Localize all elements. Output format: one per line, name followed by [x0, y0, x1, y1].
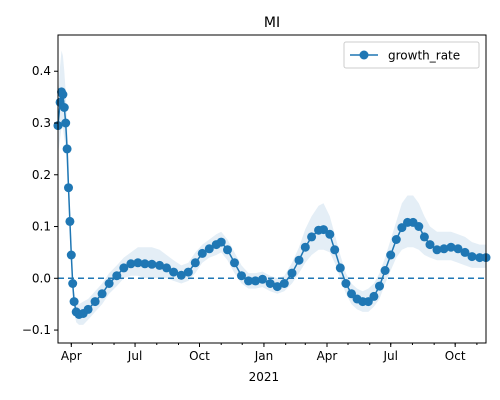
plot-area [53, 50, 491, 325]
y-tick-label: 0.3 [32, 116, 51, 130]
x-tick-label: Apr [61, 349, 82, 363]
growth-rate-point [162, 263, 172, 273]
growth-rate-point [147, 259, 157, 269]
growth-rate-point [69, 297, 79, 307]
growth-rate-point [319, 225, 328, 235]
y-tick-label: 0.0 [32, 271, 51, 285]
growth-rate-point [453, 244, 463, 254]
y-tick-label: −0.1 [22, 323, 51, 337]
growth-rate-point [190, 258, 200, 268]
confidence-band [58, 50, 486, 325]
growth-rate-point [83, 304, 93, 314]
growth-rate-point [59, 103, 69, 112]
legend-box [343, 41, 480, 69]
growth-rate-point [391, 235, 401, 244]
x-tick-label: Oct [189, 349, 210, 363]
growth-rate-point [251, 276, 260, 286]
growth-rate-point [58, 90, 68, 99]
x-axis: Apr Jul Oct Jan 2021 Apr Jul Oct [61, 343, 478, 384]
growth-rate-point [61, 118, 71, 128]
growth-rate-point [230, 258, 239, 268]
growth-rate-point [258, 274, 267, 284]
x-year-label: 2021 [249, 370, 280, 384]
growth-rate-point [419, 232, 429, 242]
growth-rate-point [104, 279, 114, 288]
y-tick-label: 0.1 [32, 220, 51, 234]
growth-rate-point [265, 279, 275, 288]
growth-rate-point [62, 144, 72, 154]
growth-rate-point [119, 263, 129, 273]
growth-rate-point [467, 252, 477, 262]
growth-rate-point [155, 260, 165, 270]
legend: growth_rate [343, 41, 480, 69]
growth-rate-point [341, 279, 351, 288]
growth-rate-point [66, 250, 76, 260]
growth-rate-point [133, 258, 143, 268]
growth-rate-point [460, 247, 470, 257]
y-axis: −0.1 0.0 0.1 0.2 0.3 0.4 [22, 64, 58, 337]
growth-rate-point [169, 267, 179, 277]
legend-marker-swatch [359, 50, 369, 60]
growth-rate-point [183, 267, 193, 277]
growth-rate-point [126, 259, 136, 269]
growth-rate-point [237, 271, 246, 281]
growth-rate-point [307, 232, 317, 242]
growth-rate-point [216, 237, 226, 247]
growth-rate-point [432, 245, 442, 255]
chart-title: MI [264, 15, 280, 31]
growth-rate-point [176, 270, 186, 280]
growth-rate-point [375, 281, 384, 291]
x-tick-label: Jul [382, 349, 397, 363]
growth-rate-point [64, 183, 73, 193]
growth-rate-point [287, 268, 297, 278]
growth-rate-point [439, 244, 449, 254]
growth-rate-point [112, 271, 122, 281]
x-tick-label: Oct [445, 349, 466, 363]
x-tick-label: Jan [254, 349, 274, 363]
growth-rate-point [300, 242, 310, 252]
growth-rate-point [475, 253, 485, 263]
growth-rate-point [414, 222, 424, 231]
growth-rate-point [204, 244, 214, 254]
growth-rate-point [65, 216, 75, 226]
growth-rate-point [197, 248, 207, 258]
growth-rate-point [68, 279, 78, 288]
growth-rate-point [223, 245, 232, 255]
growth-rate-point [330, 245, 340, 255]
x-tick-label: Apr [317, 349, 338, 363]
growth-rate-point [272, 282, 282, 292]
growth-rate-point [244, 276, 253, 286]
x-tick-label: Jul [127, 349, 142, 363]
plot-frame [57, 34, 487, 344]
growth-rate-point [325, 229, 335, 239]
growth-rate-point [335, 263, 345, 273]
growth-rate-point [425, 240, 435, 250]
growth-rate-point [369, 291, 379, 301]
legend-label: growth_rate [388, 49, 460, 63]
growth-rate-point [279, 279, 289, 288]
growth-rate-point [446, 242, 456, 252]
growth-rate-point [386, 250, 396, 260]
y-tick-label: 0.4 [32, 64, 51, 78]
growth-rate-point [97, 289, 107, 299]
growth-rate-point [140, 259, 150, 269]
y-tick-label: 0.2 [32, 168, 51, 182]
growth-rate-point [90, 297, 100, 307]
growth-rate-point [380, 266, 390, 275]
growth-rate-point [294, 255, 304, 265]
